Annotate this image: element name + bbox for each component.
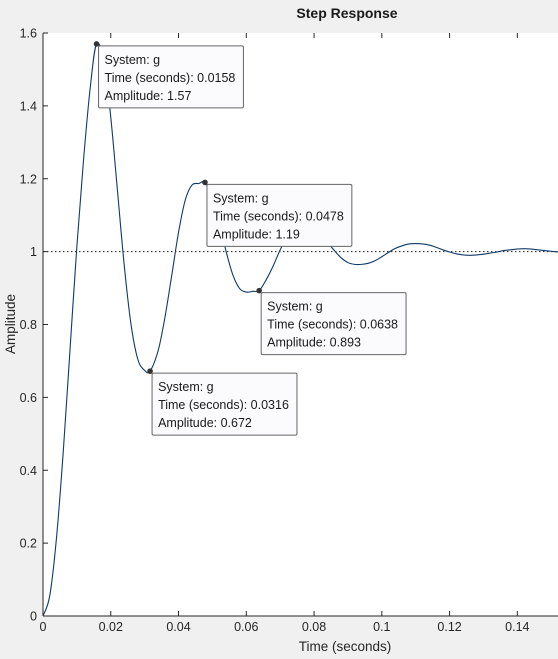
y-tick-label: 0	[30, 610, 37, 624]
x-tick-label: 0.14	[505, 620, 529, 634]
datatip-line: Amplitude: 1.19	[213, 227, 300, 241]
x-tick-label: 0.02	[99, 620, 123, 634]
y-tick-label: 1.2	[20, 172, 37, 186]
datatip-line: System: g	[158, 380, 214, 394]
datatip-line: System: g	[267, 300, 323, 314]
datatip-line: Time (seconds): 0.0316	[158, 398, 289, 412]
y-tick-label: 1.4	[20, 99, 37, 113]
y-tick-label: 0.2	[20, 537, 37, 551]
datatip-box	[151, 372, 298, 436]
datatip-marker	[256, 287, 262, 294]
datatip-marker	[147, 368, 153, 374]
x-tick-label: 0.06	[234, 620, 258, 634]
y-tick-label: 0.6	[20, 391, 37, 405]
x-tick-label: 0.1	[373, 620, 390, 634]
axes-layer: 0 0.02 0.04 0.06 0.08 0.1 0.12 0.14 0 0.2 0.4 0.6 0.…	[20, 27, 558, 634]
datatip-marker	[202, 179, 208, 186]
datatip-line: Time (seconds): 0.0638	[267, 318, 398, 332]
datatip-line: Time (seconds): 0.0158	[105, 71, 236, 85]
x-tick-label: 0	[40, 620, 47, 634]
y-axis-label: Amplitude	[3, 294, 18, 354]
datatip-line: Amplitude: 0.893	[267, 336, 361, 350]
x-tick-label: 0.12	[437, 620, 461, 634]
x-axis-label: Time (seconds)	[299, 639, 392, 654]
datatip-line: System: g	[213, 191, 269, 205]
y-tick-label: 1.6	[20, 27, 37, 41]
datatip-line: Amplitude: 1.57	[105, 89, 192, 103]
datatip-1[interactable]: System: g Time (seconds): 0.0316 Amplitude…	[147, 368, 298, 436]
x-tick-label: 0.04	[166, 620, 190, 634]
chart-title: Step Response	[296, 5, 397, 21]
y-tick-label: 1	[30, 245, 37, 259]
datatip-line: Amplitude: 0.672	[158, 416, 252, 430]
datatip-0[interactable]: System: g Time (seconds): 0.0158 Amplitude…	[93, 41, 244, 109]
datatip-2[interactable]: System: g Time (seconds): 0.0478 Amplitude…	[202, 179, 353, 247]
y-tick-label: 0.4	[20, 464, 37, 478]
datatip-box	[260, 292, 407, 356]
datatip-line: Time (seconds): 0.0478	[213, 209, 344, 223]
datatip-line: System: g	[105, 53, 161, 67]
x-tick-label: 0.08	[302, 620, 326, 634]
datatip-box	[98, 45, 244, 109]
datatip-box	[206, 183, 353, 247]
datatip-3[interactable]: System: g Time (seconds): 0.0638 Amplitude…	[256, 287, 407, 356]
datatips-layer: System: g Time (seconds): 0.0158 Amplitude…	[93, 41, 407, 436]
y-tick-label: 0.8	[20, 318, 37, 332]
datatip-marker	[93, 41, 100, 47]
